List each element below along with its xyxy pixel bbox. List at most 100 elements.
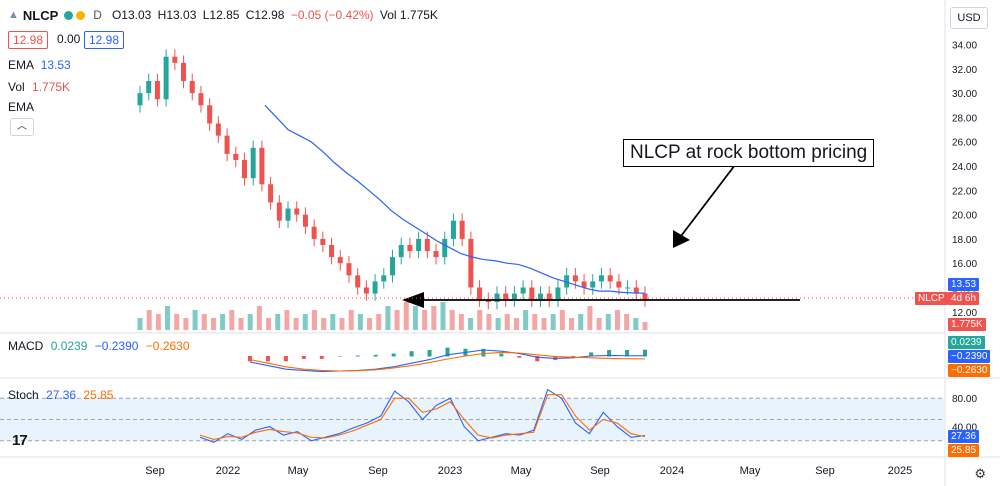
candle-body (268, 184, 274, 203)
candle-body (207, 105, 213, 124)
candle-body (529, 287, 535, 300)
volume-bar (422, 310, 428, 330)
symbol-name[interactable]: NLCP (22, 7, 59, 23)
candle-body (468, 238, 474, 288)
volume-bar (642, 322, 648, 330)
candle-body (250, 147, 256, 179)
signal-tag: −0.2390 (948, 350, 991, 363)
candle-body (337, 257, 343, 264)
x-tick-label: 2025 (888, 465, 912, 477)
candle-body (520, 287, 526, 294)
y-tick-label: 28.00 (952, 113, 977, 124)
stoch-k-line (199, 388, 646, 443)
ohlc-readout: O13.03 H13.03 L12.85 C12.98 −0.05 (−0.42… (112, 8, 441, 22)
macd-histogram-bar (643, 349, 647, 357)
x-tick-label: 2022 (216, 465, 240, 477)
open-value: O13.03 (111, 8, 152, 22)
volume-bar (550, 314, 556, 330)
x-tick-label: May (740, 465, 761, 477)
macd-histogram-bar (337, 356, 342, 357)
x-tick-label: May (511, 465, 532, 477)
stoch-label: Stoch (8, 388, 39, 402)
candle-body (625, 287, 631, 289)
volume-tag: 1.775K (948, 318, 986, 331)
candle-body (233, 153, 239, 160)
candle-body (581, 281, 587, 288)
candle-body (154, 81, 160, 100)
macd-legend[interactable]: MACD 0.0239 −0.2390 −0.2630 (8, 339, 190, 353)
volume-bar (458, 314, 464, 330)
stoch-k-value: 27.36 (46, 388, 77, 402)
volume-bar (385, 306, 391, 330)
volume-bar (504, 314, 510, 330)
ema2-label: EMA (8, 100, 35, 114)
volume-bar (302, 314, 308, 330)
chart-annotation[interactable]: NLCP at rock bottom pricing (623, 139, 875, 167)
candle-body (424, 238, 430, 252)
gear-icon[interactable]: ⚙ (974, 466, 986, 481)
volume-bar (183, 318, 189, 330)
delay-status-icon (76, 10, 86, 20)
volume-bar (523, 310, 529, 330)
chevron-up-icon: ︿ (17, 121, 27, 132)
y-tick-label: 26.00 (952, 138, 977, 149)
candle-body (372, 281, 378, 294)
x-tick-label: Sep (590, 465, 610, 477)
candle-body (538, 293, 544, 300)
volume-bar (330, 314, 336, 330)
macd-signal-value: −0.2390 (94, 339, 139, 353)
volume-bar (229, 310, 235, 330)
y-tick-label: 34.00 (952, 41, 977, 52)
annotation-arrowhead (673, 230, 690, 248)
candle-body (459, 220, 465, 239)
volume-bar (412, 306, 418, 330)
volume-bar (376, 314, 382, 330)
macd-histogram-bar (391, 353, 396, 357)
volume-bar (541, 318, 547, 330)
macd-tag: 0.0239 (948, 336, 985, 349)
collapse-legend-button[interactable]: ︿ (10, 118, 34, 136)
x-tick-label: Sep (145, 465, 165, 477)
macd-histogram-bar (409, 351, 414, 357)
volume-bar (449, 310, 455, 330)
tradingview-logo[interactable]: 17 (12, 432, 28, 449)
candle-body (355, 275, 361, 288)
candle-body (477, 287, 483, 300)
candle-body (198, 93, 204, 106)
support-arrowhead (402, 292, 424, 308)
volume-bar (614, 310, 620, 330)
candle-body (642, 293, 648, 300)
x-tick-label: Sep (815, 465, 835, 477)
candle-body (555, 287, 561, 300)
stoch-k-tag: 27.36 (948, 430, 980, 443)
ema2-legend[interactable]: EMA (8, 100, 34, 114)
sell-price-box[interactable]: 12.98 (8, 31, 49, 49)
volume-label: Vol (8, 80, 25, 94)
volume-bar (247, 314, 253, 330)
candle-body (189, 81, 195, 94)
candle-body (294, 208, 300, 215)
candle-body (607, 275, 613, 282)
macd-histogram-bar (319, 356, 324, 359)
buy-price-box[interactable]: 12.98 (84, 31, 125, 49)
currency-button[interactable]: USD (950, 7, 988, 29)
ema-label: EMA (8, 58, 34, 72)
candle-body (285, 208, 291, 221)
ema-legend[interactable]: EMA 13.53 (8, 58, 71, 72)
volume-bar (532, 314, 538, 330)
macd-hist-value: −0.2630 (145, 339, 190, 353)
macd-histogram-bar (248, 356, 252, 362)
stoch-legend[interactable]: Stoch 27.36 25.85 (8, 388, 113, 402)
symbol-header[interactable]: ▲ NLCP D O13.03 H13.03 L12.85 C12.98 −0.… (8, 6, 441, 24)
volume-bar (468, 318, 474, 330)
macd-histogram-bar (517, 356, 522, 358)
candle-body (146, 81, 152, 94)
volume-bar (367, 318, 373, 330)
candle-body (398, 244, 404, 258)
volume-bar (495, 318, 501, 330)
y-tick-label: 24.00 (952, 162, 977, 173)
volume-legend[interactable]: Vol 1.775K (8, 80, 70, 94)
interval-label[interactable]: D (93, 8, 102, 22)
candle-body (276, 202, 282, 221)
